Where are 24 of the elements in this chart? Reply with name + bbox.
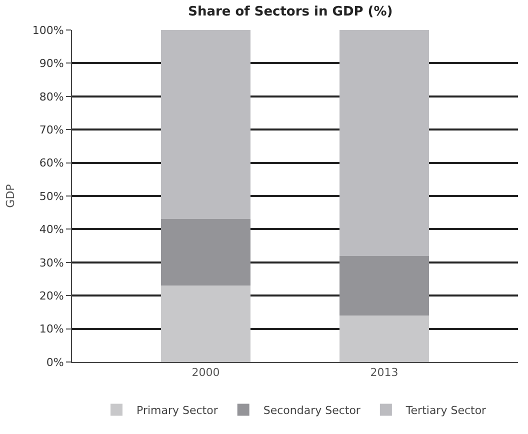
bar xyxy=(161,30,250,220)
y-tick-label: 100% xyxy=(32,24,64,37)
bar xyxy=(340,30,429,256)
legend-label: Secondary Sector xyxy=(263,404,361,417)
x-tick-label: 2013 xyxy=(370,366,398,380)
y-tick-label: 80% xyxy=(39,90,64,104)
bar xyxy=(161,219,250,286)
y-tick-label: 30% xyxy=(39,256,64,270)
y-tick-label: 20% xyxy=(39,289,64,302)
bar xyxy=(161,286,250,362)
y-tick-label: 60% xyxy=(39,156,64,170)
legend-label: Primary Sector xyxy=(136,404,218,417)
y-tick-label: 10% xyxy=(39,322,64,336)
y-tick-label: 40% xyxy=(39,223,64,236)
x-tick-label: 2000 xyxy=(192,366,220,380)
y-tick-label: 50% xyxy=(39,190,64,203)
y-tick-label: 90% xyxy=(39,57,64,70)
y-tick-label: 70% xyxy=(39,123,64,136)
chart-title: Share of Sectors in GDP (%) xyxy=(188,4,393,20)
y-tick-label: 0% xyxy=(46,356,64,369)
y-axis-title: GDP xyxy=(4,184,17,208)
bar xyxy=(340,316,429,362)
legend-label: Tertiary Sector xyxy=(404,404,487,417)
bar xyxy=(340,256,429,316)
